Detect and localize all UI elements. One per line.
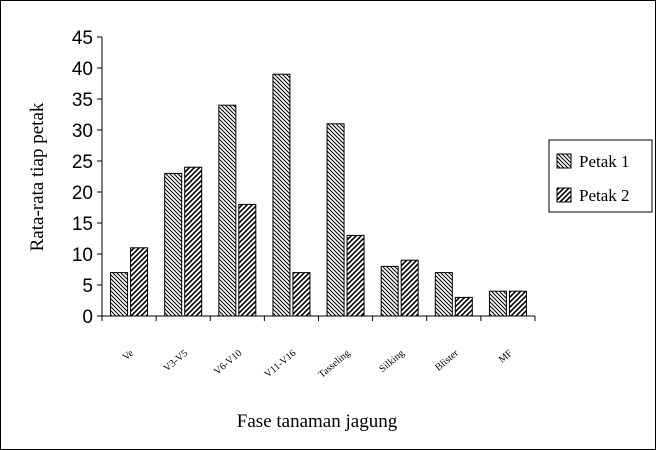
bar-petak-2-mf <box>508 290 527 317</box>
x-axis: Ve V3-V5 V6-V10 V11-V16 Tasseling Silking Blis… <box>101 315 536 381</box>
x-tick-label: V3-V5 <box>162 348 190 374</box>
bar-petak-2-v6-v10 <box>238 203 257 317</box>
y-tick-label: 10 <box>72 245 93 266</box>
bar-petak-1-v11-v16 <box>272 73 291 317</box>
y-tick-label: 25 <box>72 152 93 173</box>
bar-petak-1-v6-v10 <box>218 104 237 317</box>
x-tick-label: Ve <box>121 348 137 364</box>
y-tick-label: 5 <box>82 276 93 297</box>
legend-swatch-petak-1 <box>556 153 572 169</box>
y-tick-label: 30 <box>72 121 93 142</box>
bar-petak-1-mf <box>488 290 507 317</box>
y-tick-label: 0 <box>82 307 93 328</box>
x-tick-label: Silking <box>377 348 406 375</box>
bar-petak-2-silking <box>400 259 419 317</box>
y-tick-label: 45 <box>72 28 93 49</box>
x-tick-label: MF <box>497 348 515 366</box>
bar-petak-2-ve <box>130 247 149 317</box>
bar-petak-1-ve <box>110 272 129 317</box>
x-tick-label: Blister <box>433 347 461 373</box>
bar-petak-1-blister <box>434 272 453 317</box>
bar-petak-2-blister <box>454 296 473 317</box>
legend-label-petak-1: Petak 1 <box>579 152 630 171</box>
y-tick-label: 40 <box>72 59 93 80</box>
y-tick-label: 15 <box>72 214 93 235</box>
x-axis-label: Fase tanaman jagung <box>237 411 398 432</box>
legend-swatch-petak-2 <box>556 187 572 203</box>
x-tick-label: V6-V10 <box>212 348 244 377</box>
y-axis: 0 5 10 15 20 25 30 35 40 45 <box>72 28 103 328</box>
legend-label-petak-2: Petak 2 <box>579 186 630 205</box>
bar-petak-1-v3-v5 <box>164 172 183 317</box>
bar-petak-1-tasseling <box>326 123 345 317</box>
y-tick-label: 20 <box>72 183 93 204</box>
bar-petak-1-silking <box>380 265 399 317</box>
y-axis-label: Rata-rata tiap petak <box>27 102 48 251</box>
x-tick-label: V11-V16 <box>263 348 299 380</box>
legend: Petak 1 Petak 2 <box>548 139 653 213</box>
y-tick-label: 35 <box>72 90 93 111</box>
bar-petak-2-v3-v5 <box>184 166 203 317</box>
x-tick-label: Tasseling <box>317 348 353 381</box>
bar-petak-2-tasseling <box>346 234 365 317</box>
bar-petak-2-v11-v16 <box>292 272 311 317</box>
bars <box>110 73 527 317</box>
